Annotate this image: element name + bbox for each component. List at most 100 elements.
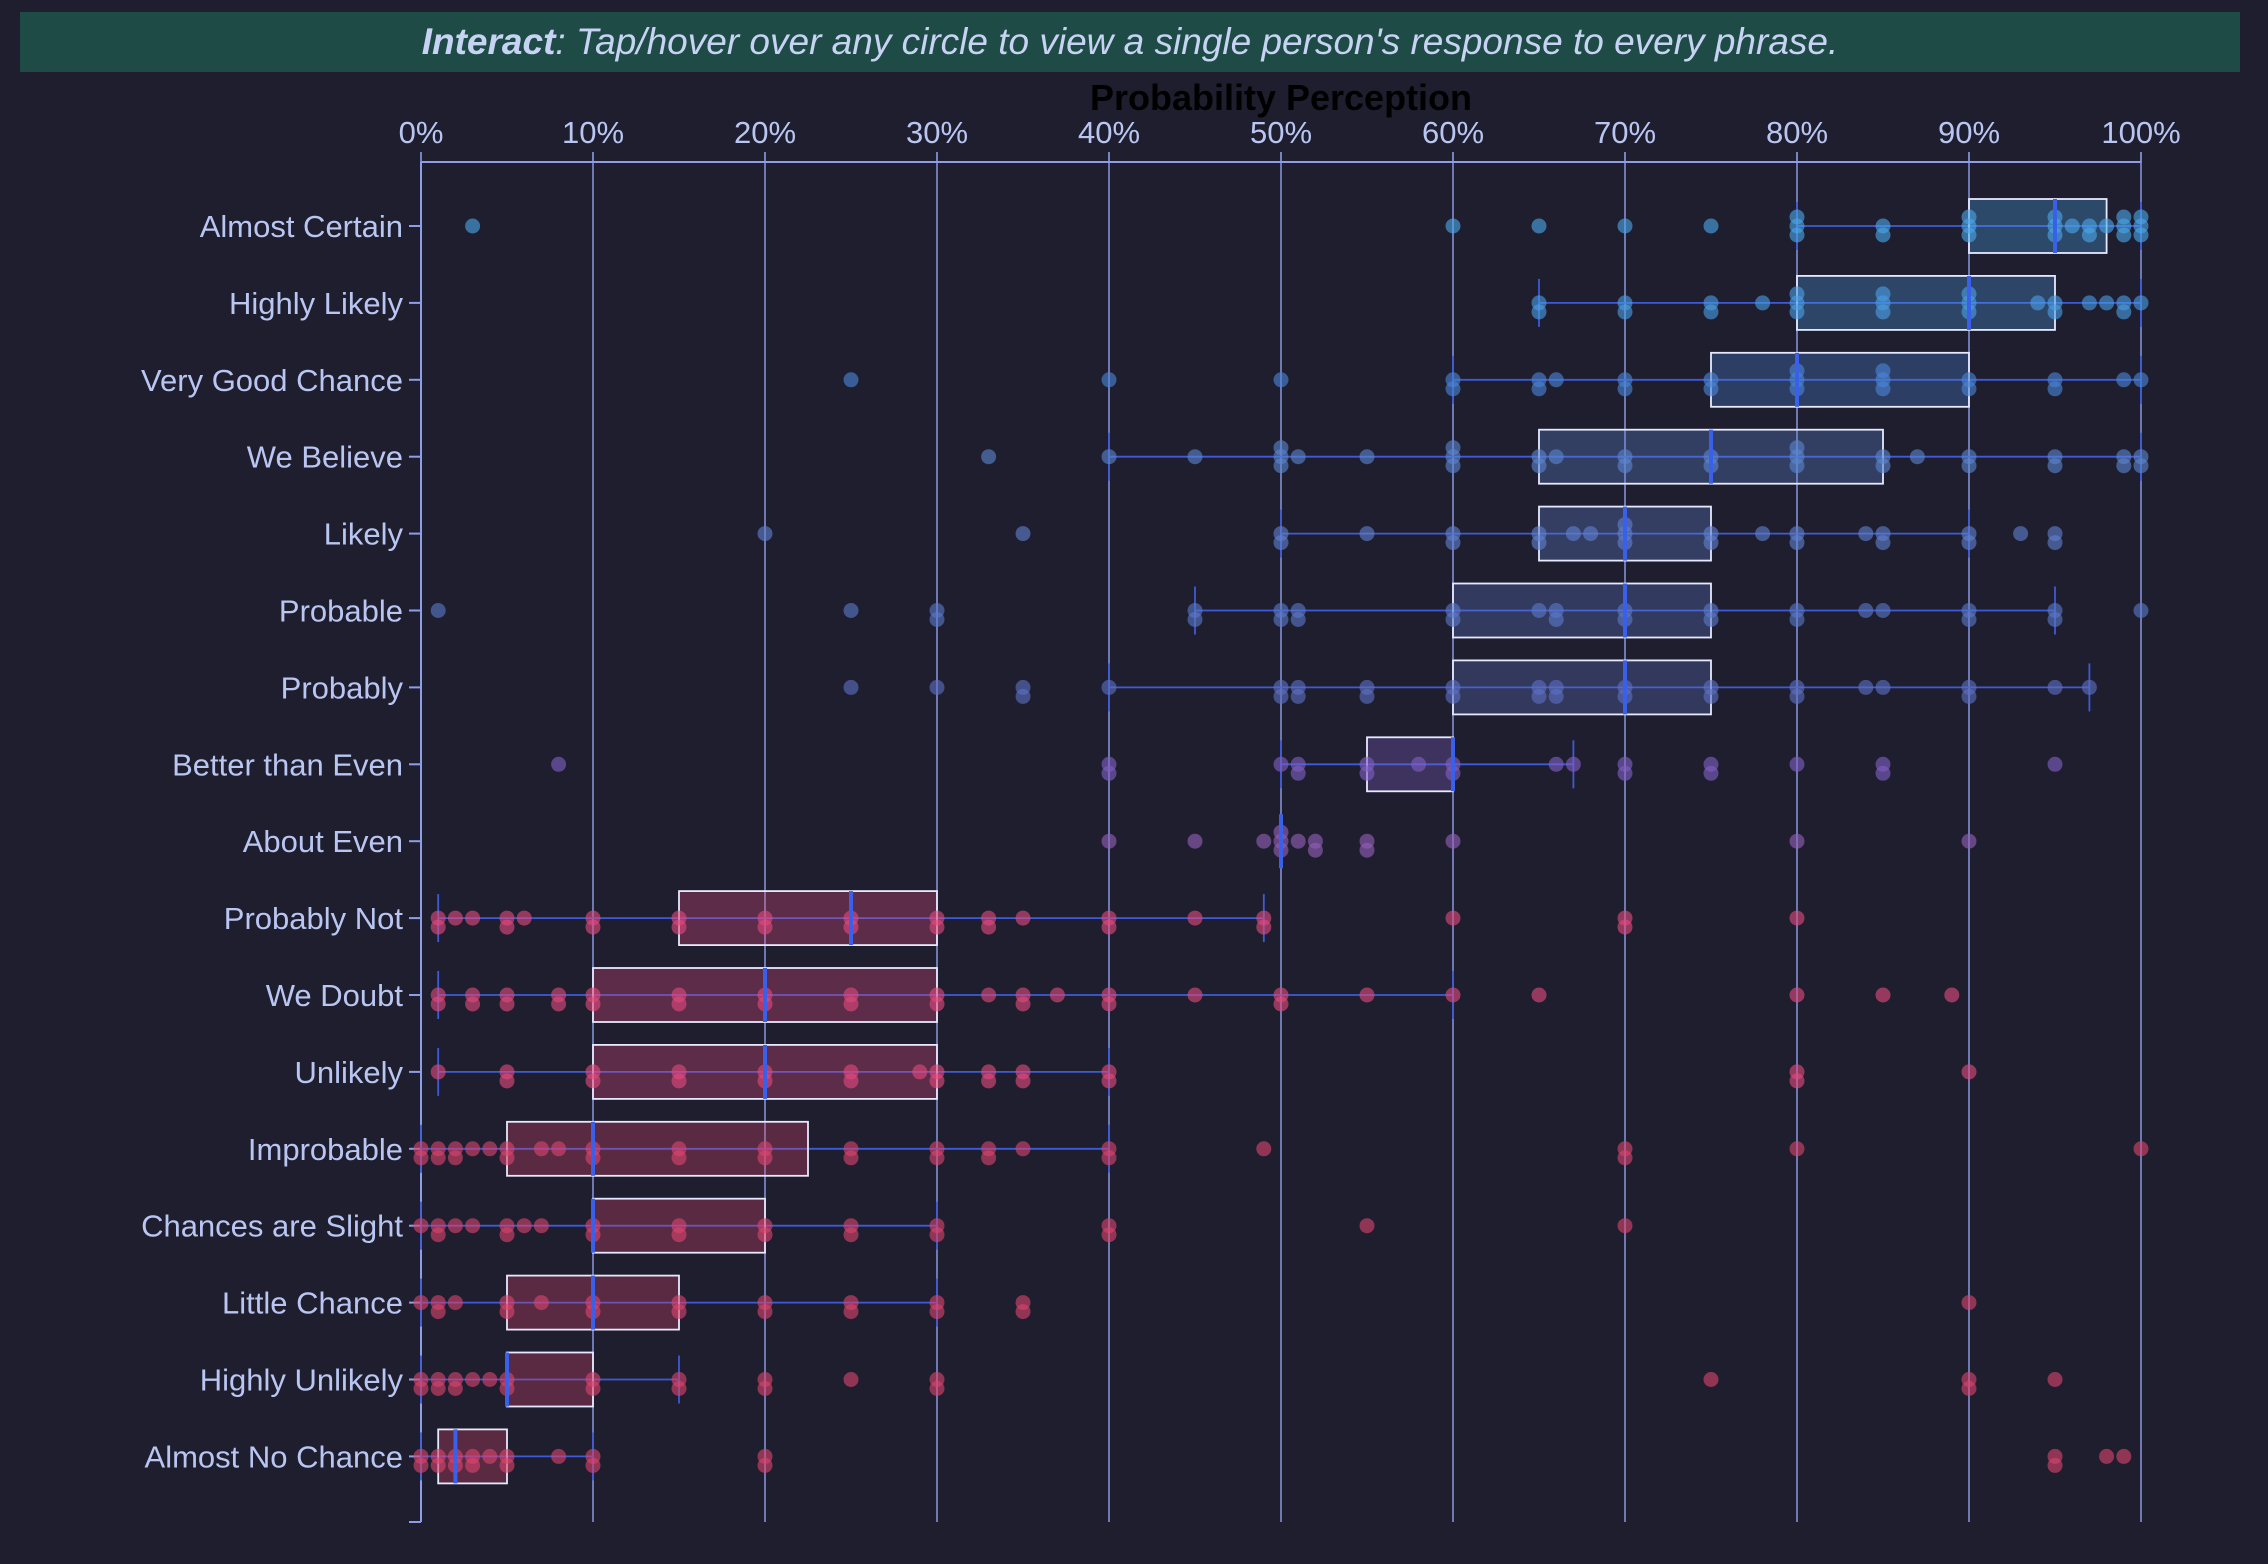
data-point[interactable]	[757, 1381, 773, 1396]
data-point[interactable]	[1531, 218, 1547, 234]
data-point[interactable]	[430, 1457, 446, 1473]
data-point[interactable]	[1359, 526, 1375, 542]
data-point[interactable]	[2081, 295, 2097, 311]
data-point[interactable]	[1617, 381, 1633, 397]
data-point[interactable]	[929, 1150, 945, 1166]
data-point[interactable]	[1789, 756, 1805, 772]
data-point[interactable]	[1617, 919, 1633, 935]
data-point[interactable]	[413, 1150, 429, 1166]
data-point[interactable]	[671, 1150, 687, 1166]
data-point[interactable]	[1290, 449, 1306, 465]
data-point[interactable]	[929, 1381, 945, 1396]
data-point[interactable]	[1531, 458, 1547, 474]
data-point[interactable]	[1789, 209, 1805, 225]
data-point[interactable]	[447, 1218, 463, 1234]
data-point[interactable]	[1703, 1372, 1719, 1387]
data-point[interactable]	[1875, 304, 1891, 320]
data-point[interactable]	[1565, 756, 1581, 772]
data-point[interactable]	[2047, 381, 2063, 397]
data-point[interactable]	[1445, 612, 1461, 627]
data-point[interactable]	[1101, 833, 1117, 849]
data-point[interactable]	[929, 996, 945, 1012]
data-point[interactable]	[1548, 688, 1564, 704]
data-point[interactable]	[1617, 1150, 1633, 1166]
data-point[interactable]	[1273, 612, 1289, 627]
data-point[interactable]	[585, 1457, 601, 1473]
data-point[interactable]	[2116, 1448, 2132, 1464]
data-point[interactable]	[1256, 1141, 1272, 1157]
data-point[interactable]	[1703, 612, 1719, 627]
data-point[interactable]	[430, 603, 446, 618]
data-point[interactable]	[929, 1304, 945, 1320]
data-point[interactable]	[551, 756, 567, 772]
data-point[interactable]	[2047, 756, 2063, 772]
data-point[interactable]	[981, 919, 997, 935]
data-point[interactable]	[413, 1457, 429, 1473]
data-point[interactable]	[430, 996, 446, 1012]
data-point[interactable]	[671, 1227, 687, 1243]
data-point[interactable]	[1531, 987, 1547, 1003]
data-point[interactable]	[843, 1150, 859, 1166]
data-point[interactable]	[1101, 372, 1117, 388]
data-point[interactable]	[551, 1141, 567, 1157]
data-point[interactable]	[482, 1141, 498, 1157]
data-point[interactable]	[465, 1141, 481, 1157]
data-point[interactable]	[2047, 612, 2063, 627]
data-point[interactable]	[1858, 603, 1874, 618]
data-point[interactable]	[516, 910, 532, 926]
data-point[interactable]	[1101, 1150, 1117, 1166]
data-point[interactable]	[1583, 526, 1599, 542]
data-point[interactable]	[533, 1218, 549, 1234]
data-point[interactable]	[2081, 227, 2097, 243]
data-point[interactable]	[1015, 1073, 1031, 1089]
data-point[interactable]	[1290, 612, 1306, 627]
data-point[interactable]	[1755, 295, 1771, 311]
data-point[interactable]	[1789, 286, 1805, 302]
data-point[interactable]	[1961, 209, 1977, 225]
data-point[interactable]	[843, 1227, 859, 1243]
data-point[interactable]	[843, 1304, 859, 1320]
data-point[interactable]	[1617, 304, 1633, 320]
data-point[interactable]	[1789, 304, 1805, 320]
data-point[interactable]	[465, 996, 481, 1012]
data-point[interactable]	[1961, 833, 1977, 849]
data-point[interactable]	[843, 372, 859, 388]
data-point[interactable]	[1445, 458, 1461, 474]
data-point[interactable]	[482, 1448, 498, 1464]
data-point[interactable]	[1101, 1227, 1117, 1243]
data-point[interactable]	[1617, 458, 1633, 474]
data-point[interactable]	[1548, 756, 1564, 772]
data-point[interactable]	[2133, 209, 2149, 225]
data-point[interactable]	[1445, 987, 1461, 1003]
data-point[interactable]	[447, 1381, 463, 1396]
data-point[interactable]	[1875, 987, 1891, 1003]
data-point[interactable]	[912, 1064, 928, 1080]
data-point[interactable]	[1961, 1295, 1977, 1311]
data-point[interactable]	[585, 996, 601, 1012]
data-point[interactable]	[1961, 1381, 1977, 1396]
data-point[interactable]	[2133, 227, 2149, 243]
data-point[interactable]	[1445, 381, 1461, 397]
data-point[interactable]	[2116, 227, 2132, 243]
data-point[interactable]	[585, 1073, 601, 1089]
data-point[interactable]	[2116, 458, 2132, 474]
data-point[interactable]	[671, 1073, 687, 1089]
data-point[interactable]	[1875, 535, 1891, 551]
data-point[interactable]	[1548, 372, 1564, 388]
data-point[interactable]	[1617, 1218, 1633, 1234]
data-point[interactable]	[551, 996, 567, 1012]
data-point[interactable]	[430, 1064, 446, 1080]
data-point[interactable]	[843, 603, 859, 618]
data-point[interactable]	[1961, 535, 1977, 551]
data-point[interactable]	[1445, 218, 1461, 234]
data-point[interactable]	[1015, 1304, 1031, 1320]
data-point[interactable]	[843, 996, 859, 1012]
data-point[interactable]	[1875, 603, 1891, 618]
data-point[interactable]	[1015, 526, 1031, 542]
data-point[interactable]	[1273, 535, 1289, 551]
data-point[interactable]	[757, 526, 773, 542]
data-point[interactable]	[1101, 679, 1117, 695]
data-point[interactable]	[1359, 1218, 1375, 1234]
data-point[interactable]	[465, 1457, 481, 1473]
data-point[interactable]	[1290, 765, 1306, 781]
